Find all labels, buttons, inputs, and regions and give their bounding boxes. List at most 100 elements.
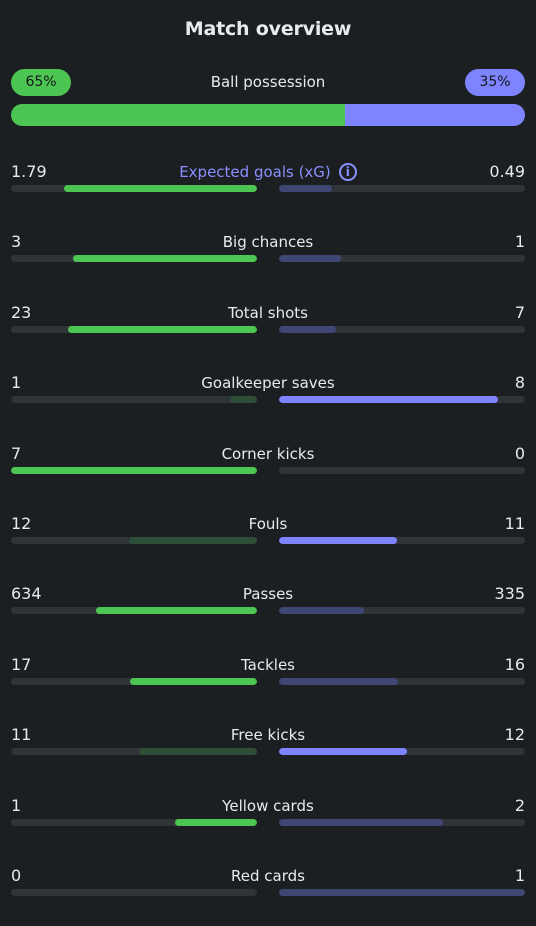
possession-bar-home [11, 104, 346, 126]
info-icon[interactable]: i [338, 163, 357, 181]
stat-home-value: 12 [11, 514, 32, 533]
possession-bar [11, 104, 525, 126]
stat-home-bar [229, 396, 257, 403]
stat-label-text: Passes [242, 585, 294, 603]
page-title: Match overview [184, 18, 352, 40]
stat-home-value: 23 [11, 303, 32, 322]
stat-home-bar [128, 537, 257, 544]
stat-home-track [11, 607, 257, 614]
stat-label-text: Red cards [231, 867, 305, 885]
possession-label: Ball possession [210, 73, 326, 91]
stat-away-track [279, 819, 525, 826]
stat-home-value: 1 [11, 373, 22, 392]
stat-home-track [11, 537, 257, 544]
stat-away-value: 16 [504, 655, 525, 674]
stat-label: Free kicks [11, 724, 525, 746]
stat-label-text: Corner kicks [221, 445, 315, 463]
stat-away-value: 8 [514, 373, 525, 392]
stat-label-text: Fouls [248, 515, 288, 533]
stat-label: Yellow cards [11, 795, 525, 817]
stat-away-track [279, 607, 525, 614]
stat-row: 0 Red cards 1 [11, 865, 525, 909]
stat-away-bar [279, 748, 408, 755]
stat-label: Fouls [11, 513, 525, 535]
stat-home-track [11, 326, 257, 333]
stat-label-text: Big chances [222, 233, 314, 251]
stat-away-bar [279, 185, 332, 192]
stat-home-value: 0 [11, 866, 22, 885]
stat-home-value: 3 [11, 232, 22, 251]
stat-row: 17 Tackles 16 [11, 654, 525, 698]
stat-row: 7 Corner kicks 0 [11, 443, 525, 487]
stat-label: Corner kicks [11, 443, 525, 465]
stat-away-bar [279, 678, 399, 685]
stat-row: 1 Yellow cards 2 [11, 795, 525, 839]
stat-label-text: Expected goals (xG) [179, 163, 331, 181]
stat-home-track [11, 819, 257, 826]
stat-label: Total shots [11, 302, 525, 324]
stat-away-track [279, 326, 525, 333]
stat-home-bar [139, 748, 257, 755]
stat-label-text: Total shots [228, 304, 308, 322]
home-possession-badge: 65% [11, 69, 71, 96]
stat-label: Passes [11, 583, 525, 605]
stat-home-bar [68, 326, 257, 333]
stat-label-text: Free kicks [230, 726, 306, 744]
possession-header: 65% Ball possession 35% [11, 69, 525, 97]
stat-away-bar [279, 607, 365, 614]
stat-home-bar [63, 185, 257, 192]
stat-row: 12 Fouls 11 [11, 513, 525, 557]
stat-away-value: 7 [514, 303, 525, 322]
stat-home-track [11, 467, 257, 474]
away-possession-badge: 35% [465, 69, 525, 96]
stat-row: 1 Goalkeeper saves 8 [11, 372, 525, 416]
stat-away-track [279, 255, 525, 262]
stat-away-value: 12 [504, 725, 525, 744]
stat-away-track [279, 537, 525, 544]
stat-away-value: 2 [514, 796, 525, 815]
stat-home-track [11, 255, 257, 262]
stat-label: Tackles [11, 654, 525, 676]
stat-home-track [11, 396, 257, 403]
stat-home-value: 11 [11, 725, 32, 744]
stat-label: Big chances [11, 231, 525, 253]
stat-home-track [11, 748, 257, 755]
possession-bar-away [345, 104, 525, 126]
stat-home-bar [96, 607, 257, 614]
stat-home-value: 1 [11, 796, 22, 815]
stat-away-track [279, 396, 525, 403]
stat-home-track [11, 889, 257, 896]
stat-away-bar [279, 889, 525, 896]
stat-row: 11 Free kicks 12 [11, 724, 525, 768]
stat-away-value: 1 [514, 866, 525, 885]
stat-row: 3 Big chances 1 [11, 231, 525, 275]
stat-row: 1.79 Expected goals (xG) i 0.49 [11, 161, 525, 205]
stat-label-text: Tackles [240, 656, 296, 674]
stat-home-bar [72, 255, 257, 262]
stat-away-track [279, 678, 525, 685]
stat-label[interactable]: Expected goals (xG) i [11, 161, 525, 183]
stat-home-value: 17 [11, 655, 32, 674]
stat-home-value: 634 [11, 584, 42, 603]
stat-label: Red cards [11, 865, 525, 887]
stat-away-track [279, 467, 525, 474]
stat-home-value: 1.79 [11, 162, 47, 181]
stat-away-value: 0.49 [489, 162, 525, 181]
stat-home-track [11, 185, 257, 192]
stat-home-bar [11, 467, 257, 474]
stat-away-bar [279, 819, 443, 826]
stat-away-track [279, 889, 525, 896]
stat-away-track [279, 185, 525, 192]
stat-away-bar [279, 326, 337, 333]
stat-label: Goalkeeper saves [11, 372, 525, 394]
stat-away-value: 11 [504, 514, 525, 533]
stat-row: 23 Total shots 7 [11, 302, 525, 346]
stat-home-bar [175, 819, 257, 826]
stat-away-bar [279, 396, 498, 403]
stat-away-track [279, 748, 525, 755]
stat-away-bar [279, 537, 397, 544]
stat-away-value: 1 [514, 232, 525, 251]
stat-label-text: Yellow cards [222, 797, 314, 815]
stat-home-bar [130, 678, 257, 685]
stat-away-value: 335 [494, 584, 525, 603]
